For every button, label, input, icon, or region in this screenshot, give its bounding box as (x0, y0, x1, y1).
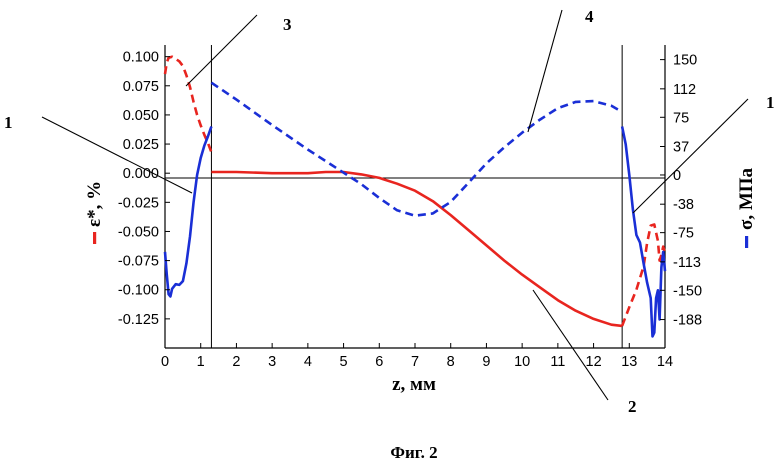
x-tick-label: 11 (550, 354, 565, 370)
left-tick-label: 0.100 (123, 50, 159, 66)
x-tick-label: 7 (411, 354, 419, 370)
leader-4 (528, 10, 562, 132)
left-tick-label: -0.100 (118, 283, 159, 299)
plot-frame (165, 45, 665, 348)
series-line-1-left-solid (211, 172, 622, 326)
leader-1-left (42, 117, 192, 193)
series-line-6-right-solid (622, 127, 665, 337)
series-layer (165, 57, 665, 337)
series-line-2-left-dashed (165, 57, 211, 153)
annotation-1-left: 1 (4, 113, 13, 132)
right-tick-group: 150 112 75 37 0 -38 -75 -113 -150 -188 (660, 53, 702, 329)
right-tick-label: -38 (673, 197, 694, 213)
left-axis-label-text: ε*, % (84, 181, 105, 227)
left-tick-label: 0.000 (123, 166, 159, 182)
left-tick-group: 0.100 0.075 0.050 0.025 0.000 -0.025 -0.050 -0.… (118, 50, 170, 328)
x-tick-label: 4 (304, 354, 312, 370)
figure-caption: Фиг. 2 (390, 443, 437, 462)
x-tick-label: 9 (482, 354, 490, 370)
right-axis-label-text: σ, МПа (736, 167, 757, 230)
x-tick-label: 12 (586, 354, 602, 370)
right-axis-legend-swatch (745, 236, 748, 248)
series-line-4-right-dashed (211, 83, 622, 216)
left-axis-label: ε*, % (84, 181, 105, 244)
annotation-4: 4 (585, 7, 594, 26)
x-tick-label: 10 (514, 354, 530, 370)
leader-1-right (633, 99, 748, 213)
x-tick-label: 14 (657, 354, 673, 370)
left-tick-label: 0.075 (123, 79, 159, 95)
left-axis-legend-swatch (93, 232, 96, 244)
right-tick-label: -188 (673, 313, 702, 329)
x-tick-label: 0 (161, 354, 169, 370)
leader-3 (186, 15, 257, 86)
right-tick-label: 0 (673, 168, 681, 184)
right-tick-label: 75 (673, 110, 689, 126)
x-tick-label: 5 (340, 354, 348, 370)
x-tick-label: 13 (621, 354, 637, 370)
series-line-5-right-solid (165, 127, 211, 297)
left-tick-label: 0.025 (123, 137, 159, 153)
left-tick-label: -0.125 (118, 312, 159, 328)
annotation-2: 2 (628, 397, 637, 416)
right-tick-label: -75 (673, 226, 694, 242)
x-tick-label: 3 (268, 354, 276, 370)
left-tick-label: -0.050 (118, 224, 159, 240)
left-tick-label: -0.075 (118, 254, 159, 270)
right-tick-label: 112 (673, 82, 696, 98)
annotation-3: 3 (283, 15, 292, 34)
x-tick-label: 2 (232, 354, 240, 370)
right-tick-label: -113 (673, 255, 701, 271)
left-tick-label: -0.025 (118, 195, 159, 211)
x-tick-label: 6 (375, 354, 383, 370)
right-tick-label: 150 (673, 53, 697, 69)
right-tick-label: 37 (673, 140, 689, 156)
x-tick-group: 01234567891011121314 (161, 343, 673, 370)
x-tick-label: 1 (197, 354, 205, 370)
left-tick-label: 0.050 (123, 108, 159, 124)
x-axis-label: z, мм (392, 374, 436, 395)
right-tick-label: -150 (673, 283, 702, 299)
annotation-1-right: 1 (766, 93, 775, 112)
x-tick-label: 8 (447, 354, 455, 370)
right-axis-label: σ, МПа (736, 167, 757, 248)
